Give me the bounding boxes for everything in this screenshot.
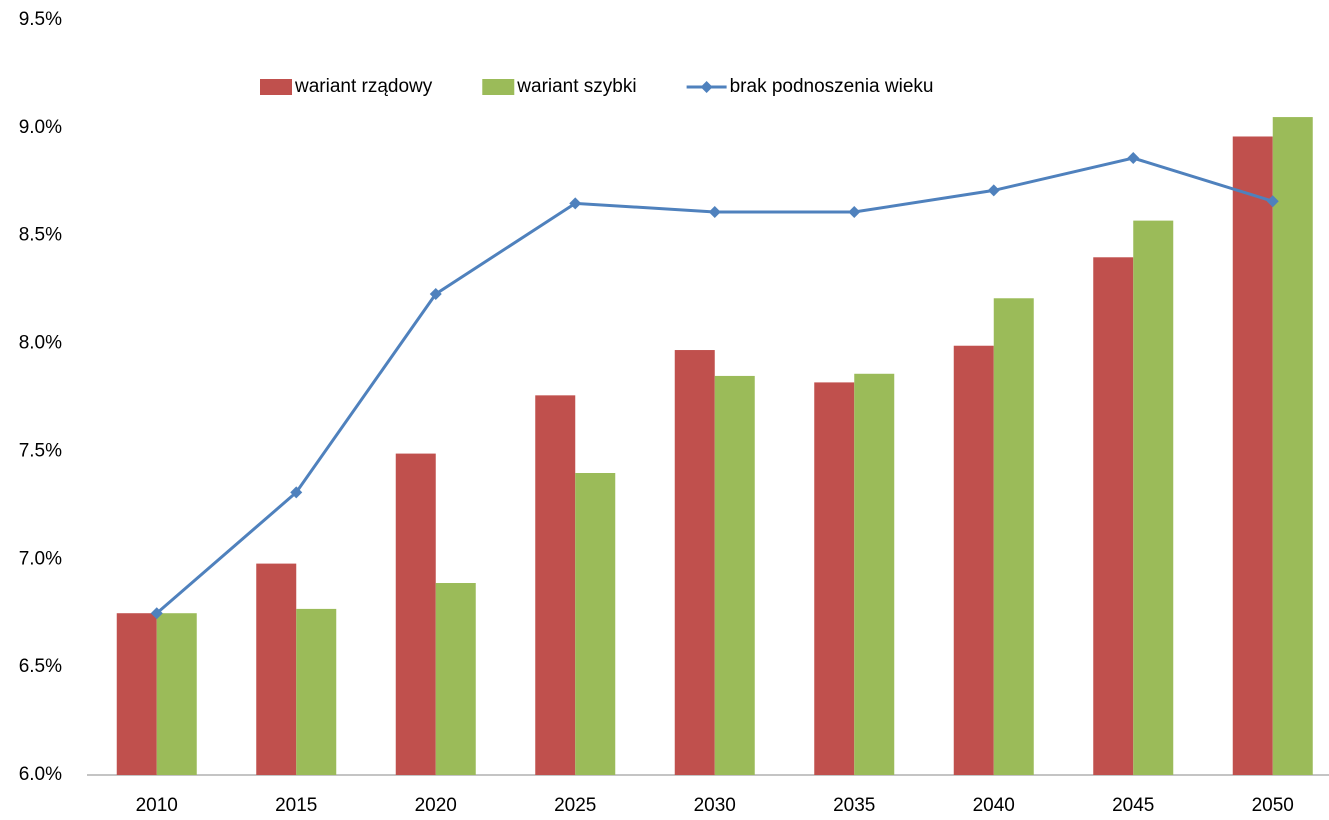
marker [150,607,163,620]
legend-label: wariant szybki [516,76,636,97]
x-tick-label: 2035 [833,795,875,816]
x-tick-label: 2045 [1112,795,1154,816]
y-tick-label: 6.0% [19,764,62,785]
y-tick-label: 8.5% [19,225,62,246]
marker [1127,152,1140,165]
legend-label: wariant rządowy [294,76,433,97]
bar [953,345,994,775]
marker [987,184,1000,197]
bar [1272,117,1313,776]
bar [395,453,436,775]
marker [708,205,721,218]
bar [1232,136,1273,775]
legend-swatch [260,79,292,95]
legend-marker [700,81,713,93]
y-tick-label: 8.0% [19,333,62,354]
y-tick-label: 9.0% [19,117,62,138]
y-tick-label: 7.5% [19,440,62,461]
bar [1093,257,1134,775]
bar [296,608,337,775]
marker [569,197,582,210]
bar [993,298,1034,775]
bar [116,613,157,775]
bar [156,613,197,775]
x-tick-label: 2025 [554,795,596,816]
x-tick-label: 2015 [275,795,317,816]
x-tick-label: 2050 [1252,795,1294,816]
x-tick-label: 2020 [415,795,457,816]
bar [1133,220,1174,776]
marker [848,205,861,218]
marker [1266,195,1279,208]
x-tick-label: 2030 [694,795,736,816]
marker [429,287,442,300]
x-tick-label: 2010 [136,795,178,816]
bar [575,473,616,775]
bar [535,395,576,775]
bar [256,563,297,775]
bar [854,373,895,775]
y-tick-label: 7.0% [19,548,62,569]
bar [435,583,476,775]
marker [290,486,303,499]
y-tick-label: 6.5% [19,656,62,677]
legend-label: brak podnoszenia wieku [730,76,934,97]
bar [814,382,855,775]
bar [714,375,755,775]
x-tick-label: 2040 [973,795,1015,816]
y-tick-label: 9.5% [19,9,62,30]
legend-swatch [482,79,515,95]
bar [674,350,715,775]
